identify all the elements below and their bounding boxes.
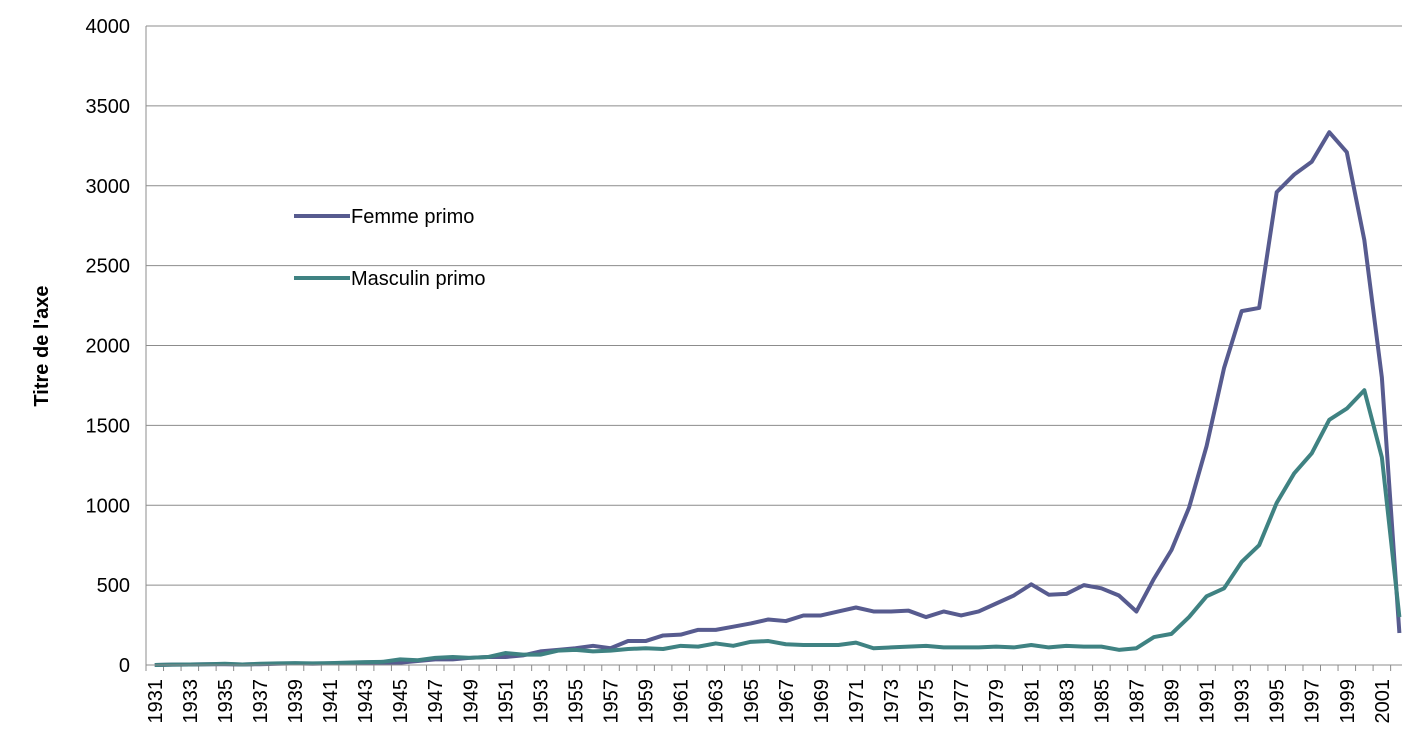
y-tick-label: 0	[119, 655, 130, 677]
x-tick-label: 1957	[601, 679, 623, 724]
x-tick-label: 1969	[811, 679, 833, 724]
x-tick-label: 1977	[951, 679, 973, 724]
y-tick-label: 2500	[86, 256, 131, 278]
x-tick-label: 1959	[636, 679, 658, 724]
x-tick-label: 1933	[180, 679, 202, 724]
x-tick-label: 1981	[1021, 679, 1043, 724]
x-tick-label: 1953	[530, 679, 552, 724]
x-tick-label: 1971	[846, 679, 868, 724]
legend-label: Masculin primo	[351, 268, 485, 290]
x-tick-label: 2001	[1372, 679, 1394, 724]
x-tick-label: 1989	[1162, 679, 1184, 724]
x-tick-label: 1979	[986, 679, 1008, 724]
x-tick-label: 1945	[390, 679, 412, 724]
y-tick-label: 1000	[86, 495, 131, 517]
x-tick-label: 1931	[145, 679, 167, 724]
x-tick-label: 1949	[460, 679, 482, 724]
y-tick-label: 3000	[86, 176, 131, 198]
y-axis-title: Titre de l'axe	[31, 285, 53, 406]
x-tick-label: 1995	[1267, 679, 1289, 724]
x-tick-label: 1961	[671, 679, 693, 724]
x-tick-label: 1939	[285, 679, 307, 724]
y-tick-label: 2000	[86, 336, 131, 358]
x-tick-label: 1993	[1232, 679, 1254, 724]
y-tick-label: 3500	[86, 96, 131, 118]
x-tick-label: 1997	[1302, 679, 1324, 724]
x-tick-label: 1963	[706, 679, 728, 724]
data-line	[154, 388, 1402, 667]
x-tick-label: 1947	[425, 679, 447, 724]
legend-label: Femme primo	[351, 206, 474, 228]
x-tick-label: 1975	[916, 679, 938, 724]
x-tick-label: 1987	[1126, 679, 1148, 724]
x-tick-label: 1967	[776, 679, 798, 724]
y-tick-label: 4000	[86, 16, 131, 38]
x-tick-label: 1955	[565, 679, 587, 724]
x-tick-label: 1973	[881, 679, 903, 724]
x-tick-label: 1935	[215, 679, 237, 724]
y-tick-label: 1500	[86, 415, 131, 437]
x-tick-label: 1943	[355, 679, 377, 724]
x-tick-label: 1937	[250, 679, 272, 724]
y-tick-label: 500	[97, 575, 130, 597]
x-tick-label: 1983	[1056, 679, 1078, 724]
x-tick-label: 1951	[495, 679, 517, 724]
x-tick-label: 1991	[1197, 679, 1219, 724]
x-tick-label: 1999	[1337, 679, 1359, 724]
x-tick-label: 1985	[1091, 679, 1113, 724]
x-tick-label: 1941	[320, 679, 342, 724]
x-tick-label: 1965	[741, 679, 763, 724]
